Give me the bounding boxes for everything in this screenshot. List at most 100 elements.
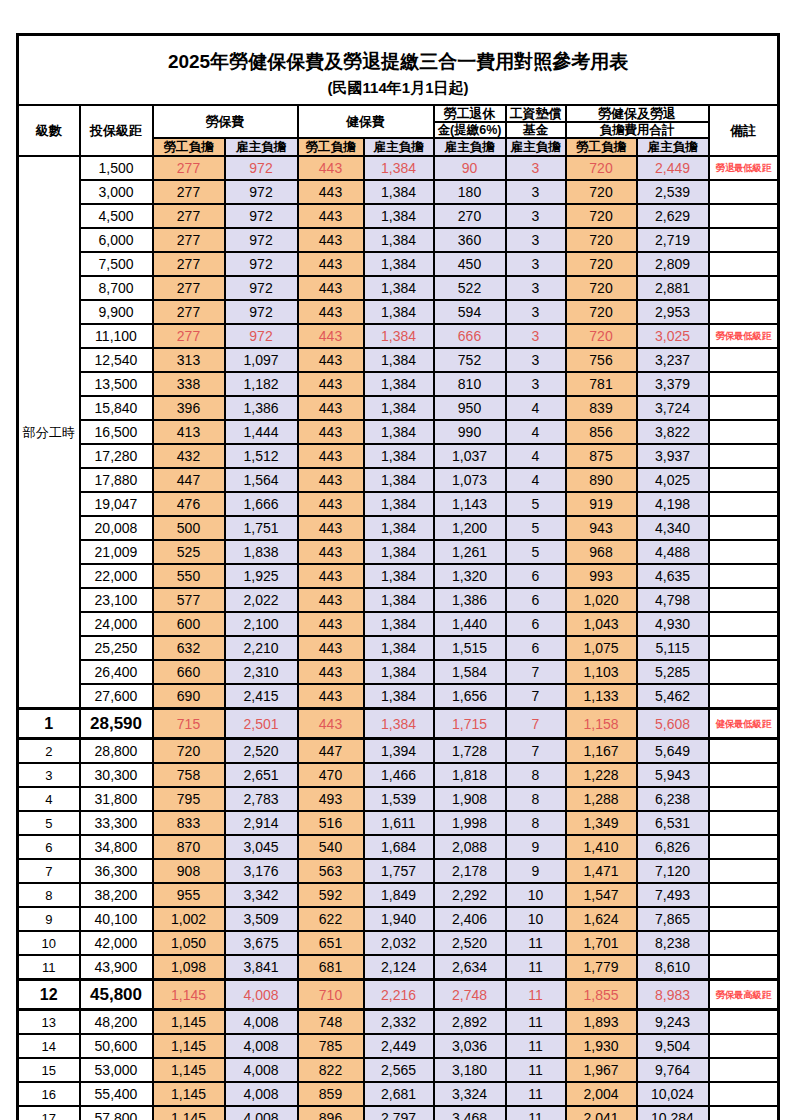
wage-fund-employer-cell: 11 bbox=[506, 980, 566, 1010]
pension-employer-cell: 1,073 bbox=[434, 468, 506, 492]
wage-fund-employer-cell: 3 bbox=[506, 324, 566, 348]
col-header-salary: 投保級距 bbox=[80, 105, 153, 156]
total-employee-cell: 890 bbox=[566, 468, 637, 492]
labor-employee-cell: 1,050 bbox=[153, 931, 225, 955]
labor-employer-cell: 1,751 bbox=[225, 516, 298, 540]
health-employee-cell: 443 bbox=[298, 660, 364, 684]
note-cell bbox=[709, 468, 779, 492]
total-employer-cell: 8,983 bbox=[637, 980, 709, 1010]
labor-employer-cell: 2,783 bbox=[225, 787, 298, 811]
table-row: 12,5403131,0974431,38475237563,237 bbox=[18, 348, 779, 372]
salary-cell: 27,600 bbox=[80, 684, 153, 709]
pension-employer-cell: 2,088 bbox=[434, 835, 506, 859]
health-employee-cell: 443 bbox=[298, 516, 364, 540]
note-cell bbox=[709, 955, 779, 980]
pension-employer-cell: 666 bbox=[434, 324, 506, 348]
total-employer-cell: 9,764 bbox=[637, 1058, 709, 1082]
labor-employer-cell: 1,564 bbox=[225, 468, 298, 492]
table-row: 533,3008332,9145161,6111,99881,3496,531 bbox=[18, 811, 779, 835]
total-employee-cell: 1,020 bbox=[566, 588, 637, 612]
table-row: 1553,0001,1454,0088222,5653,180111,9679,… bbox=[18, 1058, 779, 1082]
pension-employer-cell: 1,656 bbox=[434, 684, 506, 709]
wage-fund-employer-cell: 9 bbox=[506, 859, 566, 883]
wage-fund-employer-cell: 3 bbox=[506, 180, 566, 204]
table-row: 6,0002779724431,38436037202,719 bbox=[18, 228, 779, 252]
health-employer-cell: 2,032 bbox=[364, 931, 434, 955]
health-employee-cell: 443 bbox=[298, 204, 364, 228]
labor-employee-cell: 660 bbox=[153, 660, 225, 684]
health-employee-cell: 443 bbox=[298, 180, 364, 204]
pension-employer-cell: 2,520 bbox=[434, 931, 506, 955]
subheader-health-employer: 雇主負擔 bbox=[364, 138, 434, 156]
note-cell bbox=[709, 1082, 779, 1106]
note-cell bbox=[709, 1058, 779, 1082]
labor-employee-cell: 1,098 bbox=[153, 955, 225, 980]
total-employee-cell: 1,288 bbox=[566, 787, 637, 811]
total-employee-cell: 1,624 bbox=[566, 907, 637, 931]
note-cell bbox=[709, 1106, 779, 1120]
health-employee-cell: 443 bbox=[298, 540, 364, 564]
health-employer-cell: 1,384 bbox=[364, 444, 434, 468]
total-employee-cell: 1,158 bbox=[566, 709, 637, 739]
pension-employer-cell: 1,515 bbox=[434, 636, 506, 660]
total-employer-cell: 6,238 bbox=[637, 787, 709, 811]
health-employee-cell: 447 bbox=[298, 739, 364, 764]
labor-employer-cell: 2,100 bbox=[225, 612, 298, 636]
total-employer-cell: 6,826 bbox=[637, 835, 709, 859]
table-row: 13,5003381,1824431,38481037813,379 bbox=[18, 372, 779, 396]
labor-employer-cell: 2,022 bbox=[225, 588, 298, 612]
total-employee-cell: 1,043 bbox=[566, 612, 637, 636]
pension-employer-cell: 752 bbox=[434, 348, 506, 372]
total-employer-cell: 5,608 bbox=[637, 709, 709, 739]
total-employee-cell: 1,410 bbox=[566, 835, 637, 859]
pension-employer-cell: 1,143 bbox=[434, 492, 506, 516]
table-row: 736,3009083,1765631,7572,17891,4717,120 bbox=[18, 859, 779, 883]
total-employer-cell: 3,025 bbox=[637, 324, 709, 348]
subheader-health-employee: 勞工負擔 bbox=[298, 138, 364, 156]
total-employee-cell: 2,041 bbox=[566, 1106, 637, 1120]
note-cell bbox=[709, 372, 779, 396]
health-employer-cell: 1,384 bbox=[364, 348, 434, 372]
salary-cell: 22,000 bbox=[80, 564, 153, 588]
salary-cell: 45,800 bbox=[80, 980, 153, 1010]
col-header-wage-fund-line2: 基金 bbox=[506, 122, 566, 138]
labor-employer-cell: 3,342 bbox=[225, 883, 298, 907]
total-employee-cell: 756 bbox=[566, 348, 637, 372]
wage-fund-employer-cell: 3 bbox=[506, 348, 566, 372]
table-row: 26,4006602,3104431,3841,58471,1035,285 bbox=[18, 660, 779, 684]
total-employee-cell: 720 bbox=[566, 324, 637, 348]
health-employer-cell: 1,384 bbox=[364, 276, 434, 300]
labor-employee-cell: 525 bbox=[153, 540, 225, 564]
page-title: 2025年勞健保保費及勞退提繳三合一費用對照參考用表 bbox=[19, 44, 777, 80]
table-row: 3,0002779724431,38418037202,539 bbox=[18, 180, 779, 204]
health-employee-cell: 710 bbox=[298, 980, 364, 1010]
wage-fund-employer-cell: 6 bbox=[506, 588, 566, 612]
wage-fund-employer-cell: 3 bbox=[506, 372, 566, 396]
table-row: 19,0474761,6664431,3841,14359194,198 bbox=[18, 492, 779, 516]
labor-employer-cell: 972 bbox=[225, 156, 298, 180]
health-employer-cell: 1,384 bbox=[364, 492, 434, 516]
labor-employee-cell: 833 bbox=[153, 811, 225, 835]
health-employer-cell: 1,384 bbox=[364, 540, 434, 564]
pension-employer-cell: 1,037 bbox=[434, 444, 506, 468]
wage-fund-employer-cell: 3 bbox=[506, 300, 566, 324]
pension-employer-cell: 2,634 bbox=[434, 955, 506, 980]
wage-fund-employer-cell: 11 bbox=[506, 1106, 566, 1120]
note-cell bbox=[709, 588, 779, 612]
health-employee-cell: 443 bbox=[298, 228, 364, 252]
labor-employer-cell: 2,651 bbox=[225, 763, 298, 787]
labor-employee-cell: 277 bbox=[153, 228, 225, 252]
total-employer-cell: 3,237 bbox=[637, 348, 709, 372]
wage-fund-employer-cell: 5 bbox=[506, 540, 566, 564]
labor-employer-cell: 1,666 bbox=[225, 492, 298, 516]
table-row: 128,5907152,5014431,3841,71571,1585,608健… bbox=[18, 709, 779, 739]
pension-employer-cell: 3,180 bbox=[434, 1058, 506, 1082]
note-cell: 勞保最高級距 bbox=[709, 980, 779, 1010]
total-employee-cell: 1,547 bbox=[566, 883, 637, 907]
total-employer-cell: 4,798 bbox=[637, 588, 709, 612]
labor-employer-cell: 972 bbox=[225, 204, 298, 228]
total-employee-cell: 1,075 bbox=[566, 636, 637, 660]
wage-fund-employer-cell: 4 bbox=[506, 444, 566, 468]
salary-cell: 12,540 bbox=[80, 348, 153, 372]
health-employee-cell: 443 bbox=[298, 684, 364, 709]
